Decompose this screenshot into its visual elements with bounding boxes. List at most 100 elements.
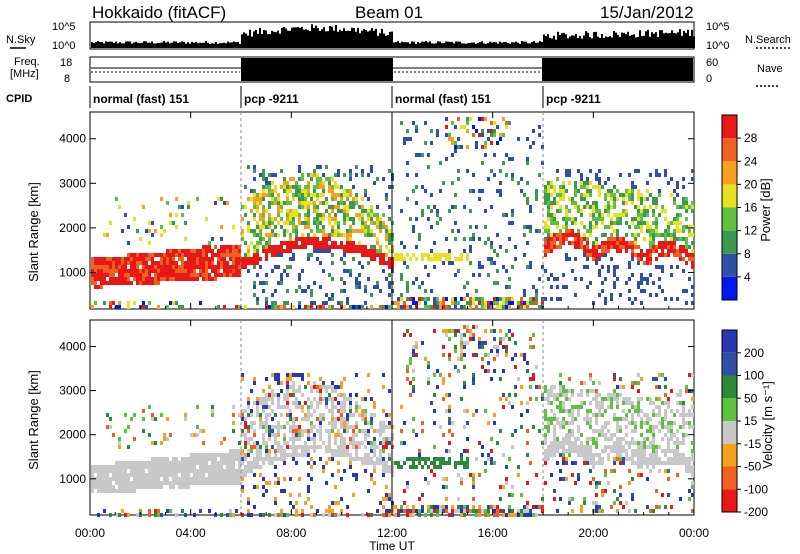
velocity-cell [124, 413, 127, 417]
power-cell [205, 269, 208, 273]
velocity-cell [385, 509, 388, 513]
velocity-cell [655, 457, 658, 461]
power-cell [280, 217, 283, 221]
power-cell [688, 229, 691, 233]
power-cell [310, 173, 313, 177]
velocity-cell [319, 433, 322, 437]
power-cell [613, 281, 616, 285]
velocity-cell [682, 413, 685, 417]
power-cell [208, 265, 211, 269]
velocity-cell [691, 453, 694, 457]
power-cell [100, 257, 103, 261]
power-cell [577, 241, 580, 245]
power-cell [160, 273, 163, 277]
power-cell [334, 233, 337, 237]
velocity-cell [340, 497, 343, 501]
velocity-cell [481, 341, 484, 345]
power-cell [592, 209, 595, 213]
y-tick-label: 1000 [59, 472, 86, 486]
power-cell [235, 257, 238, 261]
velocity-cell [616, 405, 619, 409]
power-cell [424, 189, 427, 193]
power-cell [553, 213, 556, 217]
power-cell [553, 197, 556, 201]
velocity-cell [151, 477, 154, 481]
power-cell [655, 205, 658, 209]
velocity-cell [136, 469, 139, 473]
velocity-cell [163, 433, 166, 437]
power-cell [217, 265, 220, 269]
power-cell [406, 305, 409, 309]
velocity-cell [535, 365, 538, 369]
velocity-cell [595, 421, 598, 425]
velocity-cell [172, 465, 175, 469]
nsky-bar [441, 43, 443, 48]
power-cell [187, 261, 190, 265]
power-cell [658, 233, 661, 237]
nsky-bar [331, 26, 333, 48]
velocity-cell [544, 417, 547, 421]
power-cell [496, 253, 499, 257]
velocity-cell [484, 353, 487, 357]
velocity-cell [550, 453, 553, 457]
velocity-cell [373, 453, 376, 457]
power-cell [169, 253, 172, 257]
velocity-cell [331, 421, 334, 425]
velocity-cell [289, 413, 292, 417]
velocity-cell [451, 509, 454, 513]
velocity-cell [460, 349, 463, 353]
velocity-cell [448, 417, 451, 421]
power-cell [565, 257, 568, 261]
power-cell [280, 273, 283, 277]
velocity-cell [601, 401, 604, 405]
velocity-cell [223, 453, 226, 457]
power-cell [433, 253, 436, 257]
power-cell [118, 277, 121, 281]
velocity-cell [337, 501, 340, 505]
velocity-cell [337, 429, 340, 433]
power-cell [499, 169, 502, 173]
nsky-bar [99, 41, 101, 48]
velocity-cell [565, 449, 568, 453]
power-cell [640, 229, 643, 233]
velocity-cell [655, 405, 658, 409]
power-cell [562, 273, 565, 277]
power-cell [580, 241, 583, 245]
velocity-cell [133, 469, 136, 473]
power-cell [691, 233, 694, 237]
velocity-cell [613, 445, 616, 449]
nsky-bar [277, 30, 279, 48]
power-cell [271, 193, 274, 197]
power-cell [319, 201, 322, 205]
velocity-cell [247, 397, 250, 401]
power-cell [523, 289, 526, 293]
velocity-cell [370, 413, 373, 417]
power-cell [418, 237, 421, 241]
velocity-cell [604, 437, 607, 441]
power-cell [649, 261, 652, 265]
velocity-cell [127, 477, 130, 481]
power-cell [649, 193, 652, 197]
power-cell [637, 245, 640, 249]
velocity-cell [202, 461, 205, 465]
velocity-cell [349, 397, 352, 401]
power-cell [601, 185, 604, 189]
velocity-cell [469, 473, 472, 477]
power-cell [406, 161, 409, 165]
velocity-cell [670, 457, 673, 461]
velocity-cell [259, 465, 262, 469]
power-cell [496, 301, 499, 305]
power-cell [352, 257, 355, 261]
power-cell [532, 297, 535, 301]
power-cell [577, 245, 580, 249]
velocity-cell [202, 469, 205, 473]
velocity-cell [322, 465, 325, 469]
velocity-cell [331, 449, 334, 453]
velocity-cell [439, 505, 442, 509]
velocity-cell [106, 425, 109, 429]
velocity-cell [136, 485, 139, 489]
nsky-bar [517, 42, 519, 48]
power-cell [172, 273, 175, 277]
nsky-bar [235, 42, 237, 48]
power-cell [364, 193, 367, 197]
